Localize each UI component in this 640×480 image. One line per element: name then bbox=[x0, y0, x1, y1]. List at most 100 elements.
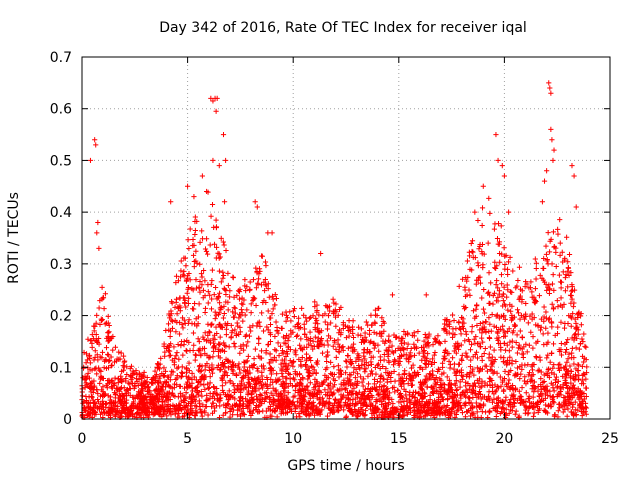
data-point bbox=[403, 356, 409, 362]
data-point bbox=[198, 388, 204, 395]
data-point bbox=[322, 372, 328, 379]
data-point bbox=[512, 386, 519, 392]
data-point bbox=[322, 319, 328, 325]
data-point bbox=[186, 270, 192, 277]
data-point bbox=[208, 281, 214, 288]
data-point-outlier bbox=[539, 199, 546, 205]
data-point bbox=[250, 277, 257, 283]
data-point bbox=[92, 366, 98, 372]
data-point bbox=[185, 237, 191, 243]
data-point bbox=[488, 376, 494, 382]
data-point bbox=[109, 335, 115, 341]
data-point bbox=[285, 383, 291, 389]
data-point bbox=[209, 362, 215, 368]
data-point bbox=[264, 324, 270, 330]
data-point bbox=[462, 293, 469, 300]
data-point bbox=[563, 339, 570, 346]
data-point bbox=[580, 371, 587, 377]
data-point bbox=[171, 344, 177, 350]
data-point bbox=[544, 287, 550, 294]
data-point bbox=[85, 383, 91, 389]
data-point bbox=[477, 274, 483, 280]
data-point bbox=[189, 370, 195, 377]
data-point bbox=[565, 265, 571, 271]
data-point bbox=[343, 370, 349, 376]
data-point bbox=[303, 358, 310, 364]
data-point bbox=[208, 322, 215, 328]
data-point bbox=[219, 347, 225, 353]
data-point bbox=[154, 393, 160, 399]
data-point bbox=[297, 387, 303, 393]
data-point bbox=[426, 375, 433, 381]
data-point bbox=[236, 366, 243, 372]
data-point bbox=[544, 355, 550, 361]
data-point bbox=[181, 255, 187, 261]
data-point bbox=[296, 356, 302, 362]
data-point bbox=[93, 320, 99, 326]
data-point bbox=[88, 338, 94, 344]
data-point bbox=[431, 352, 437, 358]
data-point bbox=[200, 402, 206, 408]
data-point bbox=[357, 366, 363, 372]
data-point bbox=[581, 331, 587, 337]
data-point bbox=[217, 322, 223, 328]
data-point bbox=[265, 285, 271, 292]
data-point bbox=[564, 413, 570, 419]
data-point bbox=[480, 306, 487, 312]
data-point-outlier bbox=[185, 183, 191, 189]
data-point bbox=[267, 351, 273, 357]
data-point bbox=[212, 345, 219, 351]
data-point bbox=[368, 402, 374, 408]
data-point bbox=[486, 270, 492, 276]
data-point bbox=[480, 394, 486, 400]
data-point bbox=[181, 268, 187, 275]
data-point bbox=[178, 343, 184, 349]
data-point bbox=[245, 339, 251, 345]
data-point bbox=[266, 399, 273, 405]
data-point bbox=[584, 364, 590, 370]
data-point bbox=[198, 381, 204, 387]
data-point bbox=[481, 310, 488, 316]
data-point bbox=[209, 296, 215, 302]
data-point bbox=[223, 247, 229, 254]
data-point bbox=[556, 405, 563, 411]
data-point bbox=[373, 371, 379, 377]
data-point bbox=[431, 384, 437, 390]
data-point bbox=[457, 379, 463, 385]
data-point bbox=[180, 272, 186, 278]
data-point bbox=[288, 328, 294, 334]
data-point bbox=[459, 410, 466, 416]
data-point bbox=[544, 258, 550, 264]
data-point bbox=[466, 386, 472, 392]
data-point bbox=[530, 333, 536, 340]
data-point bbox=[293, 333, 300, 340]
data-point bbox=[311, 367, 317, 373]
data-point bbox=[218, 307, 224, 313]
data-point bbox=[564, 234, 570, 240]
data-point bbox=[504, 282, 510, 288]
data-point bbox=[553, 249, 559, 255]
data-point bbox=[543, 325, 549, 331]
data-point bbox=[273, 319, 279, 325]
data-point bbox=[386, 396, 392, 403]
x-tick-label: 20 bbox=[495, 431, 513, 447]
data-point bbox=[570, 402, 576, 408]
data-point bbox=[273, 357, 279, 363]
data-point bbox=[285, 344, 292, 350]
data-point bbox=[312, 299, 318, 305]
data-point bbox=[343, 358, 349, 364]
data-point bbox=[367, 327, 373, 334]
data-point bbox=[287, 347, 294, 353]
data-point bbox=[99, 284, 105, 290]
data-point bbox=[191, 374, 197, 380]
data-point bbox=[215, 295, 221, 301]
data-point bbox=[243, 287, 249, 294]
data-point bbox=[550, 229, 557, 235]
chart-title: Day 342 of 2016, Rate Of TEC Index for r… bbox=[159, 20, 527, 36]
data-point bbox=[550, 272, 556, 278]
data-point bbox=[213, 284, 219, 291]
data-point bbox=[480, 262, 486, 268]
data-point bbox=[487, 409, 493, 415]
data-point bbox=[258, 253, 265, 259]
data-point bbox=[333, 354, 339, 360]
